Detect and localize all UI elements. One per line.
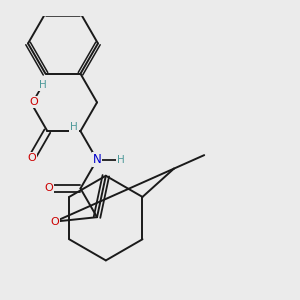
Text: H: H: [117, 155, 125, 165]
Text: O: O: [29, 97, 38, 107]
Text: H: H: [39, 80, 46, 90]
Text: N: N: [93, 153, 101, 166]
Text: H: H: [70, 122, 78, 132]
Text: O: O: [51, 217, 59, 226]
Text: O: O: [45, 184, 54, 194]
Text: O: O: [27, 153, 36, 163]
